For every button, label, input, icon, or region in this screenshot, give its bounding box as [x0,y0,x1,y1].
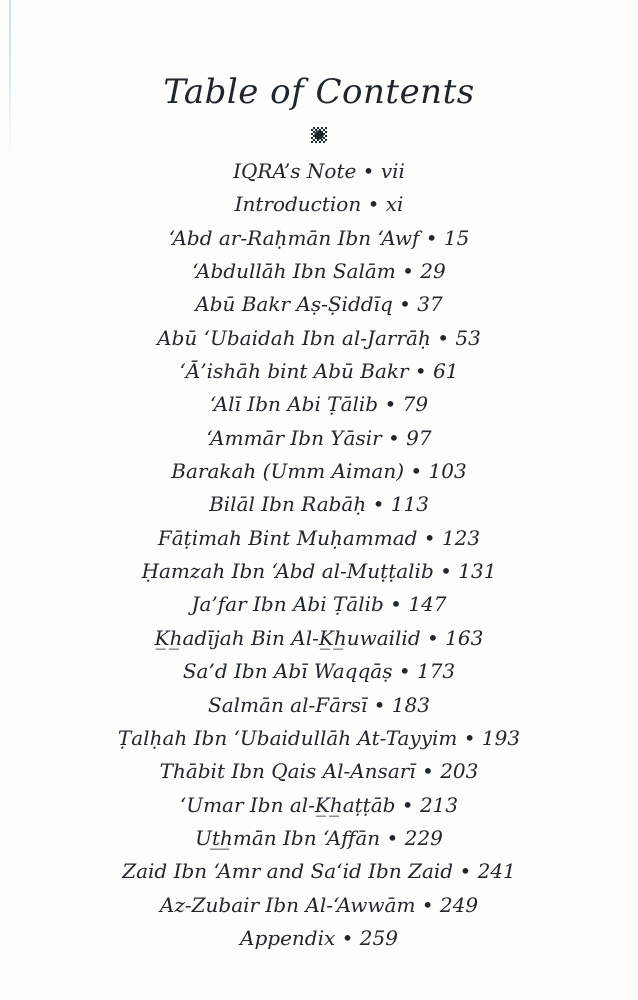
toc-entry: ‘Ammār Ibn Yāsir • 97 [206,425,432,450]
toc-entry: Ṭalḥah Ibn ‘Ubaidullāh At-Tayyim • 193 [117,725,521,750]
toc-entry: Appendix • 259 [240,925,398,950]
toc-entry: Ḥamzah Ibn ‘Abd al-Muṭṭalib • 131 [141,559,497,584]
toc-entry: Abū ‘Ubaidah Ibn al-Jarrāḥ • 53 [157,325,481,350]
toc-entry: ‘Abdullāh Ibn Salām • 29 [192,259,446,284]
toc-entry: Fāṭimah Bint Muḥammad • 123 [157,525,481,550]
toc-entry: Bilāl Ibn Rabāḥ • 113 [209,492,429,517]
toc-entry: Ut̲h̲mān Ibn ‘Affān • 229 [195,825,443,850]
toc-entry: ‘Ā’ishāh bint Abū Bakr • 61 [179,359,459,384]
toc-entry: Introduction • xi [234,192,404,217]
toc-entry: Abū Bakr Aṣ-Ṣiddīq • 37 [195,292,443,317]
toc-entry: Zaid Ibn ‘Amr and Sa‘id Ibn Zaid • 241 [122,859,516,884]
scan-edge-artifact [9,0,11,155]
toc-entry: Az-Zubair Ibn Al-‘Awwām • 249 [159,892,479,917]
toc-entry: ‘Alī Ibn Abi Ṭālib • 79 [209,392,429,417]
toc-entry: Salmān al-Fārsī • 183 [208,692,430,717]
toc-entry: Sa’d Ibn Abī Waqqāṣ • 173 [182,659,456,684]
toc-entry: ‘Abd ar-Raḥmān Ibn ‘Awf • 15 [168,225,470,250]
toc-entry: Thābit Ibn Qais Al-Ansarī • 203 [159,759,479,784]
toc-entry: Barakah (Umm Aiman) • 103 [171,459,467,484]
toc-entry: ‘Umar Ibn al-K̲h̲aṭṭāb • 213 [179,792,459,817]
ornament-icon [311,127,327,143]
toc-entry: IQRA’s Note • vii [233,159,405,183]
toc-entry: K̲h̲adījah Bin Al-K̲h̲uwailid • 163 [154,625,484,650]
toc-entry: Ja’far Ibn Abi Ṭālib • 147 [191,592,447,617]
page-title: Table of Contents [163,72,475,112]
toc-list: IQRA’s Note • vii Introduction • xi ‘Abd… [0,155,638,955]
